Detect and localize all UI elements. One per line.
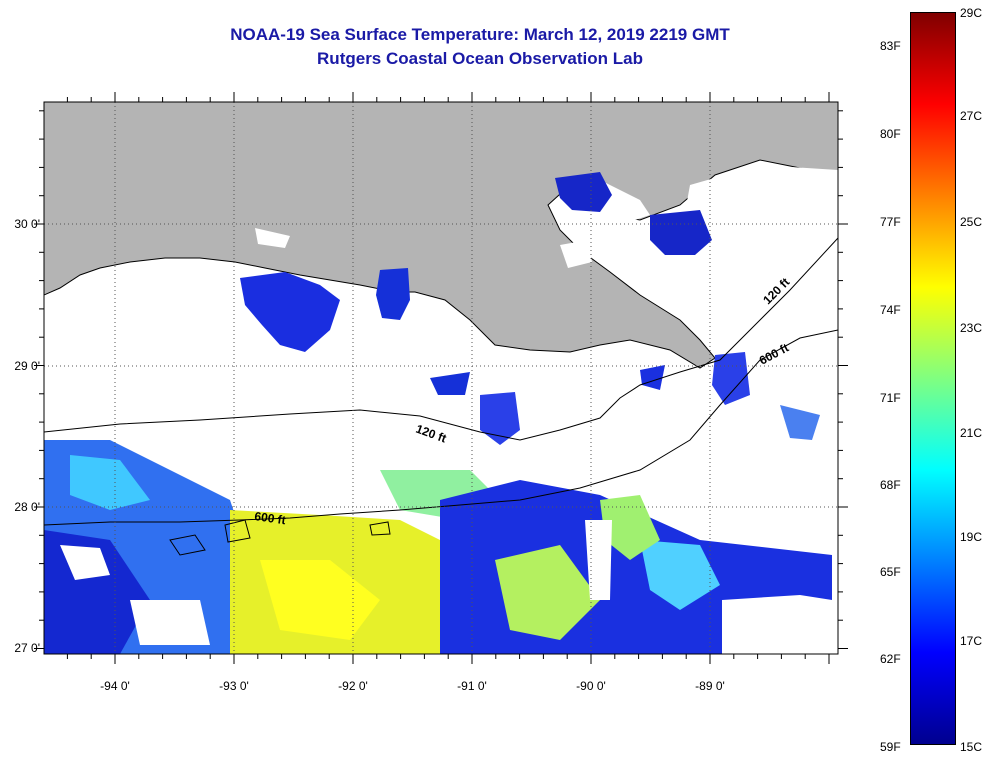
- temperature-colorbar: [910, 12, 956, 745]
- colorbar-f-label: 80F: [880, 127, 901, 141]
- colorbar-c-label: 15C: [960, 740, 983, 754]
- colorbar-f-label: 71F: [880, 391, 901, 405]
- colorbar-c-label: 17C: [960, 634, 983, 648]
- sst-field-west-warm: [70, 455, 150, 510]
- lon-label: -89 0': [695, 679, 725, 693]
- map-frame: [43, 101, 839, 655]
- cloud-area: [60, 545, 110, 580]
- map-subtitle: Rutgers Coastal Ocean Observation Lab: [317, 49, 643, 68]
- isobath-120ft-west: [44, 237, 838, 441]
- isobath-loop: [169, 534, 206, 556]
- axis-ticks: [34, 92, 848, 664]
- lat-label: 28 0': [14, 500, 40, 514]
- sst-field-central-warm: [260, 560, 380, 640]
- colorbar-c-label: 25C: [960, 215, 983, 229]
- colorbar-f-label: 77F: [880, 215, 901, 229]
- colorbar-c-label: 29C: [960, 6, 983, 20]
- isobath-loop: [224, 519, 251, 543]
- sst-patch: [650, 210, 712, 255]
- cloud-area: [680, 165, 838, 330]
- isobath-600ft: [44, 329, 838, 526]
- colorbar-f-label: 68F: [880, 478, 901, 492]
- colorbar-f-label: 62F: [880, 652, 901, 666]
- colorbar-c-label: 27C: [960, 109, 983, 123]
- lon-label: -91 0': [457, 679, 487, 693]
- sst-patch: [640, 365, 665, 390]
- colorbar-f-label: 59F: [880, 740, 901, 754]
- cloud-area: [255, 228, 290, 248]
- lat-label: 27 0': [14, 641, 40, 655]
- sst-patch: [430, 372, 470, 395]
- colorbar-c-label: 23C: [960, 321, 983, 335]
- colorbar-c-label: 21C: [960, 426, 983, 440]
- colorbar-c-label: 19C: [960, 530, 983, 544]
- sst-patch: [480, 392, 520, 445]
- sst-field-east-warm: [495, 545, 600, 640]
- colorbar-f-label: 65F: [880, 565, 901, 579]
- lon-label: -90 0': [576, 679, 606, 693]
- cloud-area: [722, 595, 832, 654]
- land-mass: [44, 102, 838, 369]
- sst-patch: [376, 268, 410, 320]
- lat-label: 30 0': [14, 217, 40, 231]
- contour-label-600ft-east: 600 ft: [757, 341, 791, 368]
- isobath-loop: [369, 521, 391, 536]
- lon-label: -92 0': [338, 679, 368, 693]
- colorbar-f-label: 74F: [880, 303, 901, 317]
- cloud-area: [560, 240, 592, 268]
- lon-label: -94 0': [100, 679, 130, 693]
- sst-patch: [555, 172, 612, 212]
- sst-patch: [240, 272, 340, 352]
- cloud-area: [130, 600, 210, 645]
- map-title: NOAA-19 Sea Surface Temperature: March 1…: [230, 25, 730, 44]
- colorbar-f-label: 83F: [880, 39, 901, 53]
- sst-patch: [712, 352, 750, 405]
- lon-label: -93 0': [219, 679, 249, 693]
- sst-field-east-warm: [640, 540, 720, 610]
- lat-label: 29 0': [14, 359, 40, 373]
- contour-label-120ft: 120 ft: [414, 422, 448, 446]
- cloud-area: [585, 520, 612, 600]
- graticule: [44, 102, 838, 654]
- sst-patch: [780, 405, 820, 440]
- sst-field-east-warm: [600, 495, 660, 560]
- contour-label-600ft: 600 ft: [254, 509, 287, 527]
